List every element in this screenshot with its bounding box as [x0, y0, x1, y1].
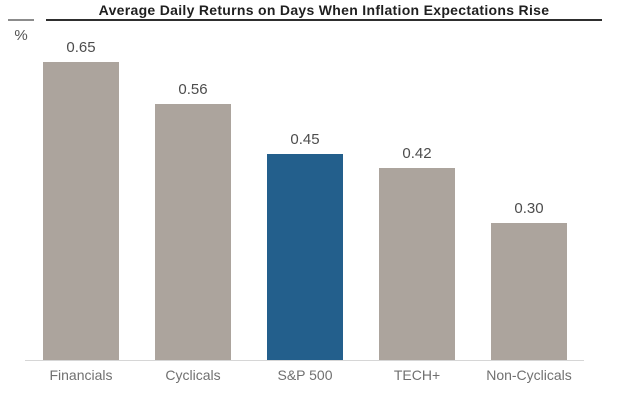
bar-financials	[43, 62, 119, 360]
category-label: S&P 500	[277, 367, 333, 383]
bar-cyclicals	[155, 104, 231, 360]
category-label: Financials	[49, 367, 113, 383]
bar-value-label: 0.45	[290, 131, 320, 148]
title-underline	[46, 19, 602, 21]
x-axis-line	[25, 360, 584, 361]
unit-divider-line	[8, 19, 34, 21]
bar-s-p-500	[267, 154, 343, 360]
bar-value-label: 0.65	[66, 39, 96, 56]
bar-non-cyclicals	[491, 223, 567, 360]
bar-value-label: 0.42	[402, 145, 432, 162]
y-axis-unit-label: %	[14, 27, 28, 44]
category-label: Non-Cyclicals	[486, 367, 572, 383]
bar-tech-	[379, 168, 455, 360]
category-label: Cyclicals	[165, 367, 221, 383]
chart-title: Average Daily Returns on Days When Infla…	[98, 2, 550, 18]
bar-value-label: 0.30	[514, 200, 544, 217]
category-label: TECH+	[393, 367, 441, 383]
bar-value-label: 0.56	[178, 81, 208, 98]
